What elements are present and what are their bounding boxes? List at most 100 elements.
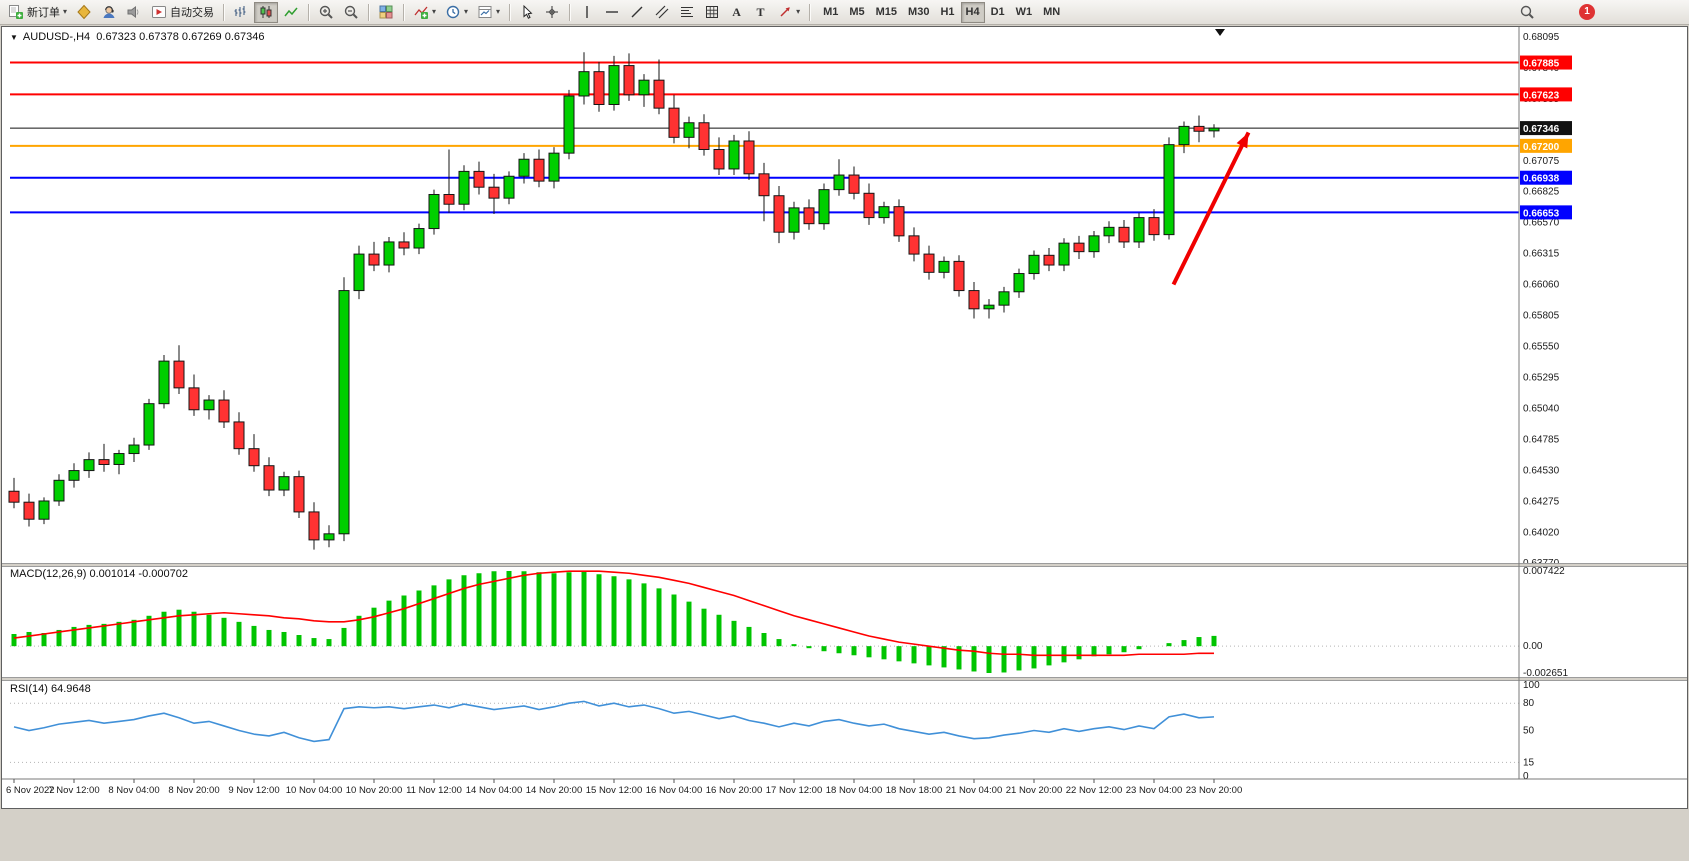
bar-chart-button[interactable] <box>229 2 253 23</box>
grid-shape-icon <box>704 4 720 20</box>
search-button[interactable] <box>1515 2 1539 23</box>
autotrading-button[interactable]: 自动交易 <box>147 2 218 23</box>
toolbar-separator <box>809 3 811 21</box>
svg-text:0.65295: 0.65295 <box>1523 373 1560 384</box>
svg-text:0.67200: 0.67200 <box>1523 142 1560 153</box>
svg-text:0.66938: 0.66938 <box>1523 174 1560 185</box>
news-button[interactable] <box>122 2 146 23</box>
crosshair-button[interactable] <box>540 2 564 23</box>
new-order-button[interactable]: 新订单 ▾ <box>4 2 71 23</box>
timeframe-m15-button[interactable]: M15 <box>871 2 902 23</box>
toolbar-separator <box>569 3 571 21</box>
tile-windows-button[interactable] <box>374 2 398 23</box>
toolbar-separator <box>509 3 511 21</box>
new-order-label: 新订单 <box>27 7 60 19</box>
clock-icon <box>445 4 461 20</box>
svg-text:0.66825: 0.66825 <box>1523 186 1560 197</box>
svg-text:17 Nov 12:00: 17 Nov 12:00 <box>766 785 823 796</box>
line-chart-button[interactable] <box>279 2 303 23</box>
zoom-out-icon <box>343 4 359 20</box>
line-chart-icon <box>283 4 299 20</box>
horizontal-line-button[interactable] <box>600 2 624 23</box>
svg-text:0.67075: 0.67075 <box>1523 156 1560 167</box>
timeframe-h4-button[interactable]: H4 <box>960 1 985 23</box>
price-chart-canvas[interactable]: 0.680950.678400.675850.670750.668250.665… <box>2 27 1687 808</box>
templates-button[interactable]: ▾ <box>473 2 504 23</box>
cursor-arrow-icon <box>519 4 535 20</box>
svg-text:11 Nov 12:00: 11 Nov 12:00 <box>406 785 462 796</box>
notification-badge[interactable]: 1 <box>1579 4 1595 20</box>
template-chart-icon <box>477 4 493 20</box>
cursor-button[interactable] <box>515 2 539 23</box>
timeframe-mn-button[interactable]: MN <box>1038 2 1065 23</box>
support-chat-button[interactable] <box>97 2 121 23</box>
new-order-caret-icon: ▾ <box>63 7 68 16</box>
svg-text:18 Nov 18:00: 18 Nov 18:00 <box>886 785 943 796</box>
timeframe-m30-button[interactable]: M30 <box>903 2 934 23</box>
vertical-line-button[interactable] <box>575 2 599 23</box>
toolbar-right: 1 <box>1515 2 1685 23</box>
svg-text:10 Nov 04:00: 10 Nov 04:00 <box>286 785 343 796</box>
trendline-icon <box>629 4 645 20</box>
arrows-tool-button[interactable]: ▾ <box>773 2 804 23</box>
text-label-button[interactable]: T <box>749 2 772 23</box>
new-order-icon <box>8 4 24 20</box>
headset-person-icon <box>101 4 117 20</box>
main-toolbar: 新订单 ▾ 自动交易 ▾ ▾ ▾ A T ▾ M1 M5 M15 M30 H1 H4 D1 W… <box>0 0 1689 25</box>
zoom-in-icon <box>318 4 334 20</box>
search-icon <box>1519 4 1535 20</box>
text-button[interactable]: A <box>725 2 748 23</box>
svg-text:0.67346: 0.67346 <box>1523 124 1560 135</box>
svg-text:0.00: 0.00 <box>1523 641 1543 652</box>
svg-text:21 Nov 20:00: 21 Nov 20:00 <box>1006 785 1063 796</box>
bar-chart-icon <box>233 4 249 20</box>
timeframe-group: M1 M5 M15 M30 H1 H4 D1 W1 MN <box>818 1 1065 23</box>
svg-text:0: 0 <box>1523 771 1529 782</box>
svg-text:6 Nov 2022: 6 Nov 2022 <box>6 785 55 796</box>
timeframe-w1-button[interactable]: W1 <box>1011 2 1038 23</box>
timeframe-m1-button[interactable]: M1 <box>818 2 843 23</box>
one-click-trading-toggle[interactable]: ▼ <box>10 32 18 42</box>
indicators-caret-icon: ▾ <box>432 7 437 16</box>
timeframe-m5-button[interactable]: M5 <box>844 2 869 23</box>
svg-text:0.66060: 0.66060 <box>1523 279 1560 290</box>
svg-text:23 Nov 20:00: 23 Nov 20:00 <box>1186 785 1243 796</box>
timeframe-h1-button[interactable]: H1 <box>935 2 959 23</box>
text-tool-label: A <box>732 4 741 19</box>
svg-text:0.65040: 0.65040 <box>1523 404 1560 415</box>
svg-text:0.66570: 0.66570 <box>1523 217 1560 228</box>
zoom-in-button[interactable] <box>314 2 338 23</box>
autotrading-label: 自动交易 <box>170 7 215 19</box>
tile-windows-icon <box>378 4 394 20</box>
candlestick-chart-button[interactable] <box>254 1 279 23</box>
market-watch-button[interactable] <box>72 2 96 23</box>
svg-text:0.66315: 0.66315 <box>1523 248 1560 259</box>
trendline-button[interactable] <box>625 2 649 23</box>
crosshair-icon <box>544 4 560 20</box>
chart-symbol-header: ▼ AUDUSD-,H4 0.67323 0.67378 0.67269 0.6… <box>10 31 264 43</box>
toolbar-separator <box>308 3 310 21</box>
timeframe-d1-button[interactable]: D1 <box>986 2 1010 23</box>
svg-text:50: 50 <box>1523 726 1535 737</box>
svg-text:0.64530: 0.64530 <box>1523 466 1560 477</box>
fibonacci-icon <box>679 4 695 20</box>
periods-button[interactable]: ▾ <box>441 2 472 23</box>
svg-text:0.64275: 0.64275 <box>1523 497 1560 508</box>
svg-text:0.67885: 0.67885 <box>1523 59 1560 70</box>
svg-text:8 Nov 20:00: 8 Nov 20:00 <box>168 785 219 796</box>
arrows-caret-icon: ▾ <box>796 7 801 16</box>
fibonacci-button[interactable] <box>675 2 699 23</box>
zoom-out-button[interactable] <box>339 2 363 23</box>
channel-button[interactable] <box>650 2 674 23</box>
svg-text:10 Nov 20:00: 10 Nov 20:00 <box>346 785 403 796</box>
chart-window: 0.680950.678400.675850.670750.668250.665… <box>1 26 1688 809</box>
macd-indicator-label: MACD(12,26,9) 0.001014 -0.000702 <box>10 568 188 580</box>
svg-text:21 Nov 04:00: 21 Nov 04:00 <box>946 785 1003 796</box>
shapes-button[interactable] <box>700 2 724 23</box>
arrow-tool-icon <box>777 4 793 20</box>
autotrading-icon <box>151 4 167 20</box>
toolbar-separator <box>403 3 405 21</box>
indicators-icon <box>413 4 429 20</box>
svg-text:80: 80 <box>1523 698 1535 709</box>
indicators-button[interactable]: ▾ <box>409 2 440 23</box>
